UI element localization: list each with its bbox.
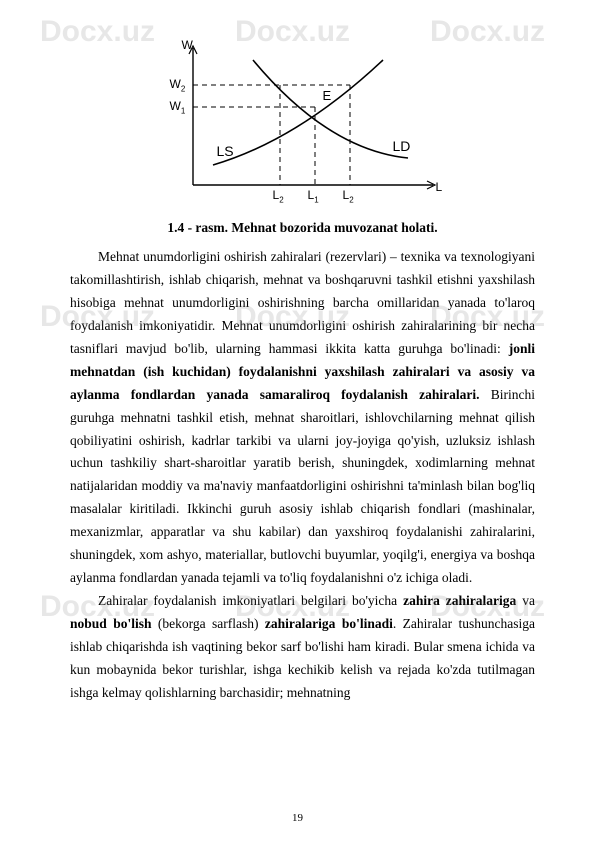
paragraph-2: Zahiralar foydalanish imkoniyatlari belg…: [70, 590, 535, 705]
ls-curve: [213, 60, 383, 165]
e-label: E: [323, 88, 332, 103]
x-axis-label: L: [436, 180, 443, 194]
w1-label: W1: [170, 99, 186, 115]
l2b-label: L2: [343, 188, 354, 204]
supply-demand-chart: W L W2 W1 L2 L1 L2 LS LD E: [158, 40, 448, 210]
ld-label: LD: [393, 138, 411, 154]
l1-label: L1: [308, 188, 319, 204]
page-number: 19: [292, 812, 303, 824]
l2a-label: L2: [273, 188, 284, 204]
ls-label: LS: [217, 143, 234, 159]
figure-caption: 1.4 - rasm. Mehnat bozorida muvozanat ho…: [70, 220, 535, 236]
paragraph-1: Mehnat unumdorligini oshirish zahiralari…: [70, 246, 535, 590]
watermark: Docx.uz: [40, 15, 155, 49]
chart-svg: [158, 40, 448, 210]
y-axis-label: W: [182, 38, 193, 52]
w2-label: W2: [170, 77, 186, 93]
ld-curve: [253, 60, 408, 158]
